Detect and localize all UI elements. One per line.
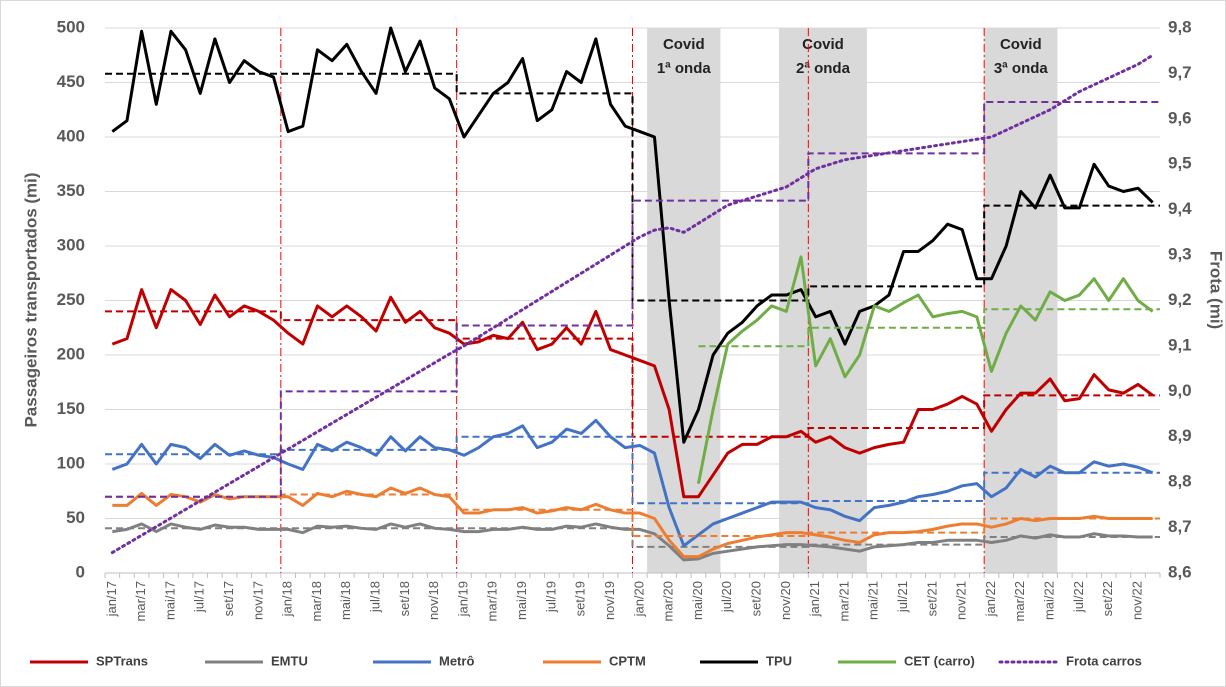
y2-tick-label: 9,4 [1168,199,1192,218]
x-tick-label: jul/22 [1071,581,1086,613]
x-tick-label: mai/19 [514,581,529,620]
y2-tick-label: 8,9 [1168,426,1192,445]
x-tick-label: jan/19 [455,581,470,617]
x-tick-label: set/18 [397,581,412,616]
x-tick-label: jul/21 [895,581,910,613]
covid-label: 3ª onda [994,60,1049,77]
x-tick-label: mai/21 [866,581,881,620]
y2-tick-label: 9,1 [1168,335,1192,354]
y2-tick-label: 9,2 [1168,290,1192,309]
legend-label: Frota carros [1066,653,1142,668]
y-tick-label: 200 [57,344,85,363]
series-line [112,486,1153,559]
legend-label: SPTrans [96,653,148,668]
x-tick-label: mai/22 [1042,581,1057,620]
series-line [111,418,1154,548]
y-tick-label: 50 [66,508,85,527]
y-tick-label: 450 [57,72,85,91]
x-tick-label: jul/17 [192,581,207,613]
x-tick-label: nov/21 [954,581,969,620]
y2-tick-label: 9,7 [1168,63,1192,82]
y-tick-label: 100 [57,453,85,472]
x-tick-label: set/22 [1100,581,1115,616]
x-tick-label: mai/17 [162,581,177,620]
y2-axis-title: Frota (mi) [1207,251,1226,329]
x-tick-label: nov/20 [778,581,793,620]
y-tick-label: 500 [57,17,85,36]
y2-tick-label: 9,8 [1168,17,1192,36]
average-line [105,310,1160,438]
legend-label: Metrô [439,653,474,668]
x-tick-label: jul/19 [543,581,558,613]
y-tick-label: 250 [57,290,85,309]
y-axis-title: Passageiros transportados (mi) [21,172,40,427]
y2-tick-label: 9,0 [1168,381,1192,400]
x-tick-label: jan/17 [104,581,119,617]
legend-label: EMTU [271,653,308,668]
average-line [698,308,1160,348]
x-tick-label: jan/22 [983,581,998,617]
y-tick-label: 150 [57,399,85,418]
y-tick-label: 400 [57,126,85,145]
x-tick-label: set/20 [748,581,763,616]
x-tick-label: nov/18 [426,581,441,620]
x-tick-label: nov/17 [250,581,265,620]
y2-tick-label: 9,6 [1168,108,1192,127]
y2-tick-label: 8,6 [1168,562,1192,581]
series-line [111,26,1154,444]
y2-tick-label: 8,8 [1168,472,1192,491]
x-tick-label: mai/20 [690,581,705,620]
x-tick-label: mar/19 [485,581,500,621]
x-tick-label: set/19 [573,581,588,616]
y2-tick-label: 9,5 [1168,154,1192,173]
x-tick-label: mar/20 [661,581,676,621]
covid-label: 2ª onda [796,60,851,77]
legend-label: CPTM [609,653,646,668]
legend-label: TPU [766,653,792,668]
x-tick-label: jan/20 [631,581,646,617]
covid-label: Covid [663,36,705,53]
series-line [110,53,1155,555]
series-line [111,288,1154,499]
y2-tick-label: 9,3 [1168,245,1192,264]
x-tick-label: jan/18 [280,581,295,617]
x-tick-label: jul/18 [368,581,383,613]
x-tick-label: mar/21 [836,581,851,621]
covid-label: Covid [802,36,844,53]
x-tick-label: set/17 [221,581,236,616]
x-tick-label: nov/19 [602,581,617,620]
x-tick-label: jan/21 [807,581,822,617]
y-tick-label: 350 [57,181,85,200]
x-tick-label: mar/18 [309,581,324,621]
x-tick-label: mai/18 [338,581,353,620]
average-line [105,72,1160,302]
series-line [696,255,1154,484]
x-tick-label: nov/22 [1129,581,1144,620]
covid-label: 1ª onda [657,60,712,77]
x-tick-label: jul/20 [719,581,734,613]
covid-label: Covid [1000,36,1042,53]
y-tick-label: 300 [57,235,85,254]
x-tick-label: set/21 [924,581,939,616]
y2-tick-label: 8,7 [1168,517,1192,536]
x-tick-label: mar/17 [133,581,148,621]
y-tick-label: 0 [76,562,85,581]
x-tick-label: mar/22 [1012,581,1027,621]
average-line [105,101,1160,498]
legend-label: CET (carro) [904,653,975,668]
